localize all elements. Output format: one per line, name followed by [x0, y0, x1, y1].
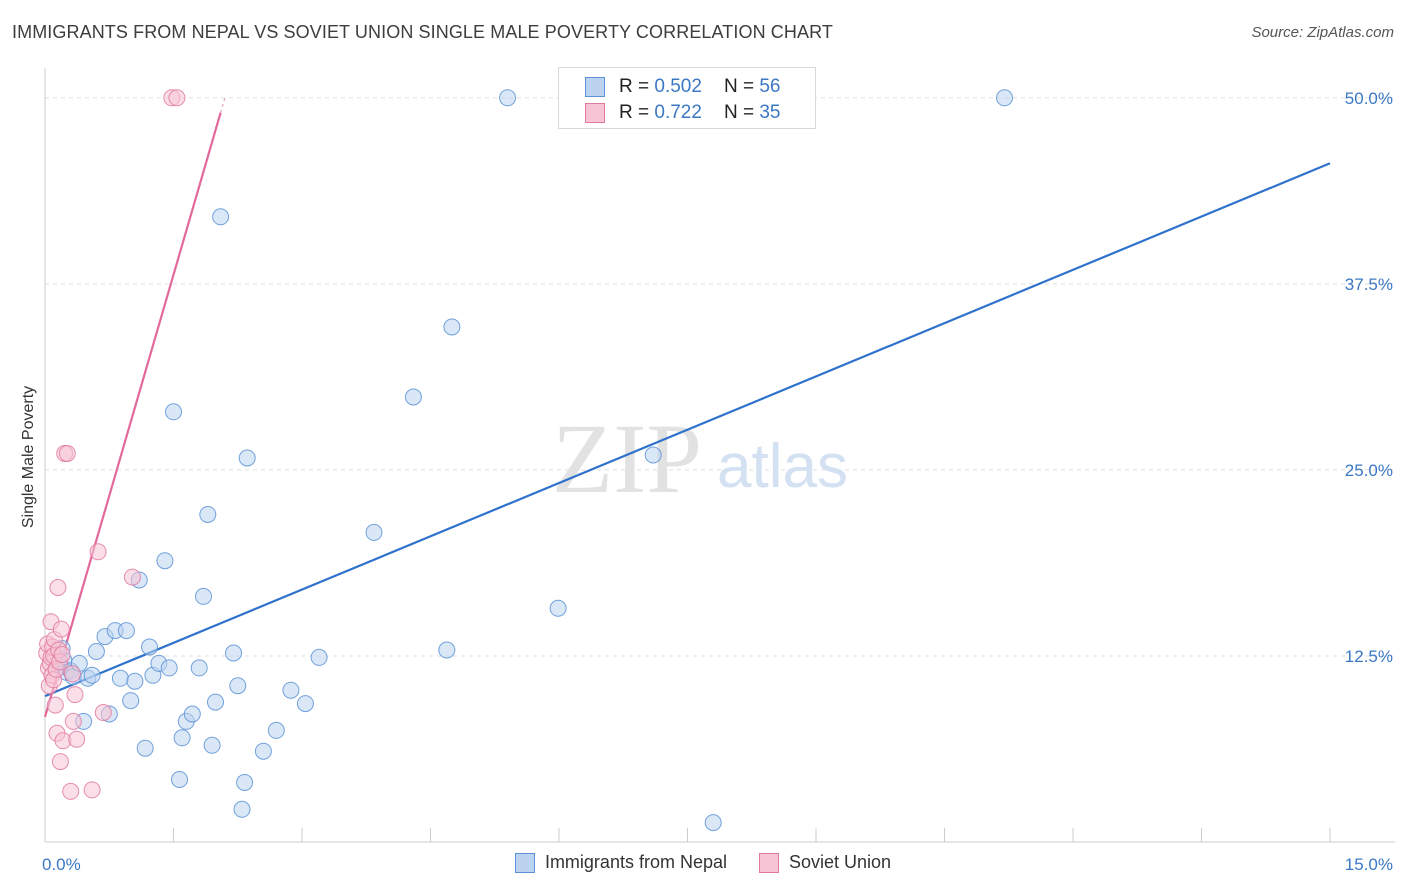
point-nepal — [87, 643, 105, 660]
chart-title: IMMIGRANTS FROM NEPAL VS SOVIET UNION SI… — [12, 22, 833, 42]
legend-item-soviet[interactable]: Soviet Union — [759, 852, 891, 873]
point-soviet — [168, 89, 186, 107]
point-nepal — [310, 648, 328, 666]
legend-r-label: R = — [619, 76, 650, 97]
x-tick-label: 0.0% — [42, 855, 81, 874]
legend-swatch-soviet — [585, 103, 605, 123]
point-nepal — [156, 552, 174, 570]
watermark-zip: ZIP — [552, 403, 702, 514]
legend-r-value: 0.502 — [654, 76, 702, 97]
point-nepal — [122, 692, 140, 710]
data-points — [38, 89, 1013, 832]
legend-swatch-nepal — [514, 852, 535, 873]
point-nepal — [173, 729, 191, 747]
legend-n-value: 35 — [759, 102, 781, 123]
legend-swatch-soviet — [759, 852, 779, 873]
point-soviet — [52, 620, 70, 638]
y-tick-labels: 12.5% 25.0% 37.5% 50.0% 0.0% 15.0% — [42, 89, 1393, 874]
point-nepal — [254, 742, 272, 760]
legend-n-value: 56 — [759, 76, 781, 97]
point-nepal — [225, 644, 242, 662]
point-nepal — [404, 388, 422, 406]
point-nepal — [160, 659, 178, 677]
watermark: ZIP atlas — [552, 403, 848, 514]
legend-label-nepal: Immigrants from Nepal — [544, 852, 727, 872]
point-nepal — [117, 622, 135, 640]
point-nepal — [229, 677, 247, 695]
x-tick-label: 15.0% — [1345, 855, 1393, 874]
series-legend: Immigrants from Nepal Soviet Union — [0, 852, 1406, 873]
point-soviet — [68, 730, 86, 748]
series-soviet — [38, 89, 186, 800]
point-soviet — [66, 686, 84, 704]
point-soviet — [63, 665, 81, 683]
trend-extension-soviet — [220, 97, 226, 113]
point-soviet — [53, 646, 71, 663]
gridlines — [45, 97, 1395, 657]
y-tick-label: 25.0% — [1345, 461, 1393, 480]
watermark-atlas: atlas — [717, 432, 848, 501]
point-nepal — [236, 774, 254, 791]
point-nepal — [644, 446, 662, 464]
legend-n-label: N = — [723, 76, 755, 97]
y-tick-label: 12.5% — [1345, 647, 1393, 666]
point-soviet — [89, 543, 107, 561]
y-tick-label: 37.5% — [1345, 275, 1393, 294]
legend-r-value: 0.722 — [654, 102, 702, 123]
point-nepal — [111, 669, 129, 687]
point-nepal — [996, 89, 1013, 107]
point-nepal — [365, 523, 383, 541]
point-soviet — [46, 696, 64, 714]
point-nepal — [183, 705, 201, 723]
point-soviet — [94, 704, 112, 721]
point-nepal — [195, 587, 212, 605]
point-nepal — [83, 666, 101, 684]
point-nepal — [238, 449, 256, 467]
point-soviet — [51, 753, 69, 771]
trend-line-soviet — [43, 112, 222, 718]
point-nepal — [438, 641, 456, 659]
stats-legend: R = 0.502 N = 56 R = 0.722 N = 35 — [558, 67, 816, 129]
point-soviet — [62, 782, 80, 800]
legend-label-soviet: Soviet Union — [789, 852, 892, 872]
axes — [44, 68, 1395, 843]
legend-item-nepal[interactable]: Immigrants from Nepal — [514, 852, 727, 873]
point-nepal — [141, 638, 158, 656]
point-soviet — [49, 579, 67, 596]
point-soviet — [64, 712, 82, 730]
trend-line-nepal — [44, 162, 1331, 698]
point-nepal — [282, 681, 300, 699]
point-nepal — [126, 672, 144, 690]
point-nepal — [199, 506, 217, 523]
point-soviet — [83, 781, 101, 799]
point-nepal — [443, 318, 461, 336]
legend-row-soviet: R = 0.722 N = 35 — [585, 101, 780, 125]
point-nepal — [499, 89, 517, 107]
point-nepal — [136, 739, 154, 757]
point-nepal — [207, 693, 224, 711]
legend-swatch-nepal — [585, 77, 605, 97]
point-nepal — [203, 736, 221, 754]
legend-row-nepal: R = 0.502 N = 56 — [585, 75, 780, 99]
point-nepal — [233, 800, 251, 818]
legend-r-label: R = — [619, 102, 650, 123]
point-soviet — [58, 445, 76, 462]
point-nepal — [267, 721, 285, 739]
legend-n-label: N = — [723, 102, 755, 123]
point-nepal — [165, 403, 182, 421]
trend-lines — [43, 97, 1331, 718]
chart-source: Source: ZipAtlas.com — [1251, 24, 1394, 41]
y-tick-label: 50.0% — [1345, 89, 1393, 108]
point-nepal — [171, 771, 188, 788]
point-nepal — [549, 599, 567, 617]
point-soviet — [123, 568, 141, 586]
point-nepal — [704, 814, 722, 832]
point-nepal — [296, 695, 314, 713]
point-nepal — [190, 659, 208, 677]
series-nepal — [46, 89, 1013, 832]
point-nepal — [212, 208, 230, 226]
